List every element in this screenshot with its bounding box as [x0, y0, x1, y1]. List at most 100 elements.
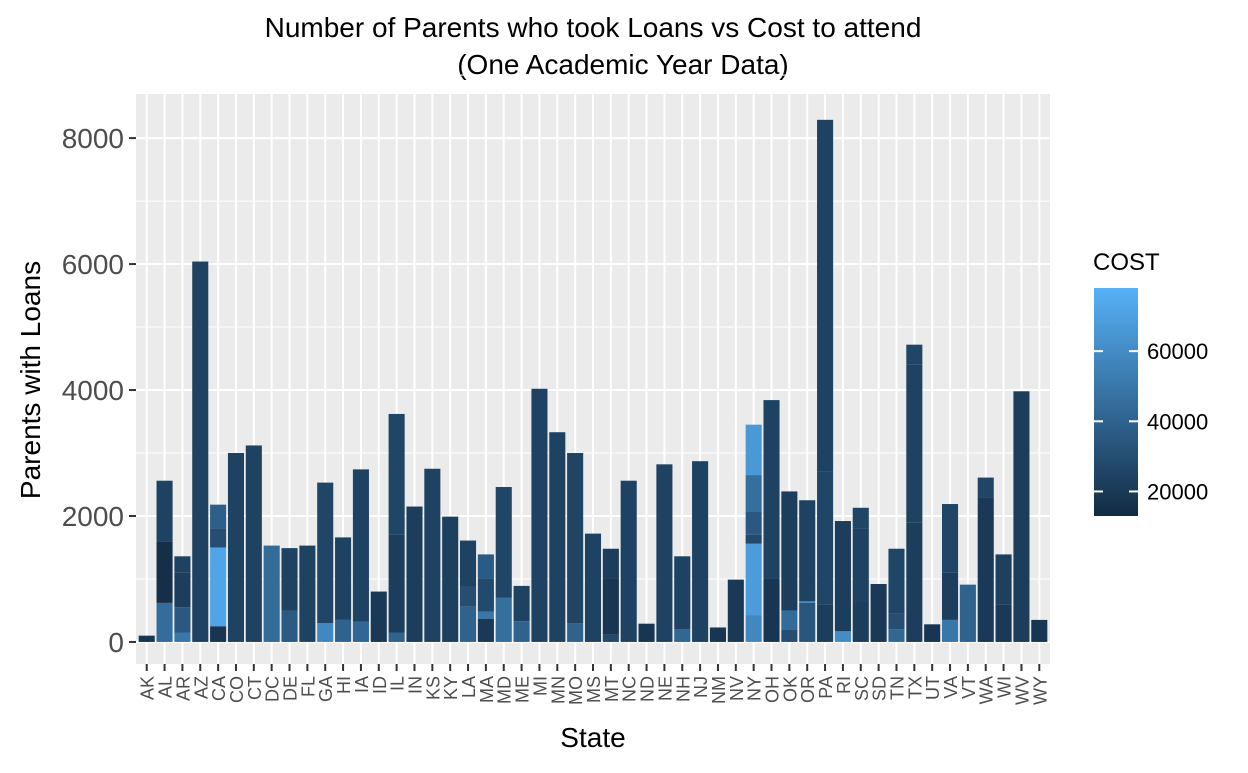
bar-segment — [210, 504, 227, 529]
bar-oh — [763, 400, 780, 642]
x-tick-label: NV — [727, 676, 747, 701]
bar-de — [281, 548, 298, 642]
bar-segment — [245, 445, 262, 642]
bar-segment — [817, 604, 834, 642]
y-tick-label: 8000 — [62, 123, 124, 154]
bar-tn — [888, 548, 905, 642]
bar-nm — [709, 627, 726, 642]
bar-sd — [870, 584, 887, 642]
x-tick-label: CO — [227, 676, 247, 703]
bar-nv — [727, 579, 744, 642]
legend-tick-label: 20000 — [1147, 479, 1208, 504]
x-tick-label: IA — [352, 676, 372, 693]
bar-segment — [924, 624, 941, 642]
bar-wv — [1013, 391, 1030, 642]
bar-segment — [906, 522, 923, 642]
bar-nc — [620, 480, 637, 642]
bar-segment — [156, 541, 173, 603]
bar-segment — [174, 572, 191, 608]
bar-segment — [745, 511, 762, 535]
bar-segment — [513, 621, 530, 642]
bar-segment — [281, 548, 298, 611]
x-tick-label: CT — [245, 676, 265, 700]
bar-segment — [460, 540, 477, 587]
x-tick-label: MA — [477, 676, 497, 703]
bar-segment — [941, 572, 959, 620]
bar-segment — [495, 487, 512, 598]
x-tick-label: KS — [423, 676, 443, 700]
bar-wi — [995, 554, 1012, 642]
bar-segment — [1013, 391, 1030, 642]
bar-ri — [834, 521, 851, 642]
x-tick-label: NY — [745, 676, 765, 701]
bar-segment — [745, 534, 762, 544]
x-tick-label: GA — [316, 676, 336, 702]
bar-segment — [424, 468, 441, 642]
bar-segment — [281, 610, 298, 642]
bar-ak — [138, 635, 155, 642]
bar-segment — [156, 602, 173, 642]
x-tick-label: IN — [405, 676, 425, 694]
bar-segment — [602, 634, 619, 642]
x-tick-label: AR — [173, 676, 193, 701]
bar-segment — [763, 578, 780, 642]
bar-segment — [852, 601, 869, 642]
bar-segment — [442, 516, 459, 642]
x-tick-label: AL — [156, 676, 176, 698]
x-tick-label: SC — [852, 676, 872, 701]
bar-segment — [352, 469, 369, 622]
bar-segment — [745, 615, 762, 642]
bar-segment — [995, 554, 1012, 605]
x-tick-label: CA — [209, 676, 229, 701]
bar-id — [370, 591, 387, 642]
bar-segment — [799, 500, 816, 602]
bar-in — [406, 506, 423, 642]
bar-segment — [210, 626, 227, 642]
bar-segment — [460, 606, 477, 642]
y-tick-label: 0 — [108, 627, 124, 658]
x-tick-label: WY — [1030, 676, 1050, 705]
bar-segment — [888, 613, 905, 630]
x-tick-label: NE — [655, 676, 675, 701]
bar-segment — [174, 607, 191, 633]
bar-segment — [174, 632, 191, 642]
x-tick-label: WA — [977, 676, 997, 704]
bar-ia — [352, 469, 369, 642]
x-tick-label: TN — [887, 676, 907, 700]
x-tick-label: UT — [923, 676, 943, 700]
x-tick-label: AK — [138, 676, 158, 700]
x-tick-label: OH — [763, 676, 783, 703]
bar-ct — [245, 445, 262, 642]
chart-title: Number of Parents who took Loans vs Cost… — [265, 12, 922, 43]
x-tick-label: NJ — [691, 676, 711, 698]
bar-segment — [210, 547, 227, 627]
x-tick-label: SD — [870, 676, 890, 701]
x-tick-label: VT — [959, 676, 979, 699]
bar-segment — [584, 533, 602, 642]
bar-segment — [745, 475, 762, 512]
bar-segment — [138, 635, 155, 642]
bar-segment — [477, 578, 494, 612]
bar-segment — [941, 504, 959, 573]
bar-segment — [870, 584, 887, 642]
bar-segment — [959, 584, 976, 642]
x-tick-label: ME — [513, 676, 533, 703]
bar-segment — [549, 432, 566, 642]
bar-segment — [370, 591, 387, 642]
bar-or — [799, 500, 816, 642]
bar-segment — [602, 578, 619, 635]
bar-az — [192, 261, 209, 642]
x-tick-label: PA — [816, 676, 836, 699]
bar-mn — [549, 432, 566, 642]
bar-segment — [388, 413, 405, 535]
bar-segment — [317, 623, 334, 642]
x-axis: AKALARAZCACOCTDCDEFLGAHIIAIDILINKSKYLAMA… — [138, 664, 1050, 705]
bar-wy — [1031, 619, 1048, 642]
x-tick-label: OR — [798, 676, 818, 703]
bar-segment — [227, 453, 245, 642]
bar-segment — [352, 621, 369, 642]
bar-segment — [388, 632, 405, 642]
bar-nj — [692, 461, 709, 642]
